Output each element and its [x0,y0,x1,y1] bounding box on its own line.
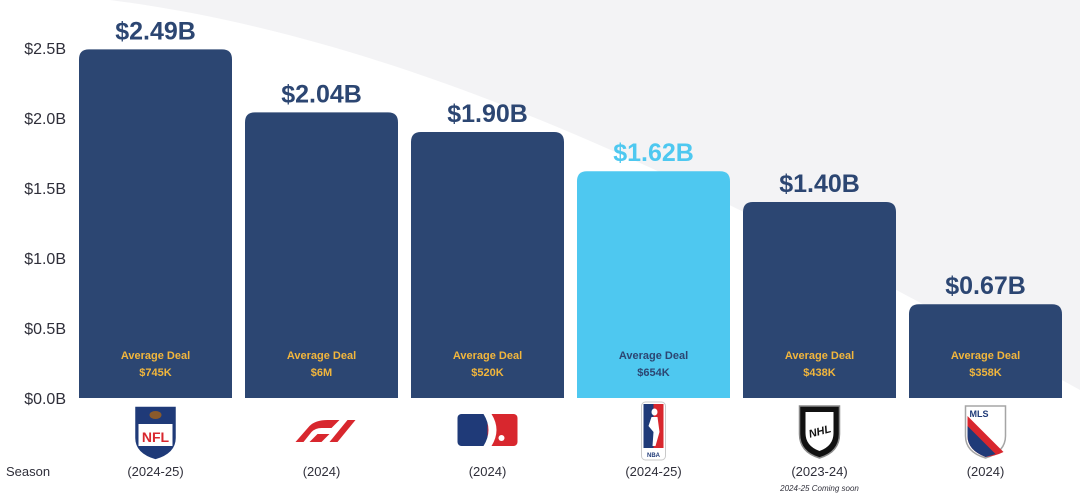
svg-text:MLS: MLS [970,409,989,419]
season-label: (2024-25) [625,464,681,479]
bar-nfl [79,49,232,399]
average-deal-title: Average Deal [619,350,688,362]
nfl-logo-icon: NFL [133,405,178,461]
season-label: (2024) [967,464,1005,479]
average-deal-title: Average Deal [785,350,854,362]
season-label: (2024) [303,464,341,479]
bar-nhl [743,202,896,398]
svg-text:NBA: NBA [647,453,661,459]
svg-text:NHL: NHL [808,423,833,441]
season-label: (2024) [469,464,507,479]
bar-mls [909,304,1062,398]
bar-nba [577,171,730,398]
y-tick-label: $1.5B [24,181,66,198]
bar-value-label: $1.90B [447,100,528,128]
season-label: (2023-24) [791,464,847,479]
bar-mlb [411,132,564,398]
average-deal-value: $358K [969,367,1001,379]
f1-logo-icon [295,420,356,442]
average-deal-value: $6M [311,367,332,379]
bar-f1 [245,112,398,399]
average-deal-title: Average Deal [287,350,356,362]
mls-logo-icon: MLS [964,405,1007,459]
nba-logo-icon: NBA [641,401,666,461]
y-tick-label: $1.0B [24,251,66,268]
season-row-label: Season [6,464,50,479]
season-note: 2024-25 Coming soon [779,484,859,493]
average-deal-value: $438K [803,367,835,379]
average-deal-value: $654K [637,367,669,379]
average-deal-value: $745K [139,367,171,379]
y-tick-label: $0.5B [24,321,66,338]
average-deal-title: Average Deal [453,350,522,362]
bar-value-label: $2.04B [281,80,362,108]
average-deal-value: $520K [471,367,503,379]
bar-value-label: $1.62B [613,139,694,167]
mlb-logo-icon [457,414,518,446]
svg-text:NFL: NFL [142,429,170,445]
y-tick-label: $2.5B [24,41,66,58]
bar-value-label: $2.49B [115,17,196,45]
average-deal-title: Average Deal [951,350,1020,362]
bar-value-label: $0.67B [945,272,1026,300]
nhl-logo-icon: NHL [798,405,841,459]
y-tick-label: $0.0B [24,391,66,408]
average-deal-title: Average Deal [121,350,190,362]
season-label: (2024-25) [127,464,183,479]
bar-value-label: $1.40B [779,170,860,198]
y-tick-label: $2.0B [24,111,66,128]
